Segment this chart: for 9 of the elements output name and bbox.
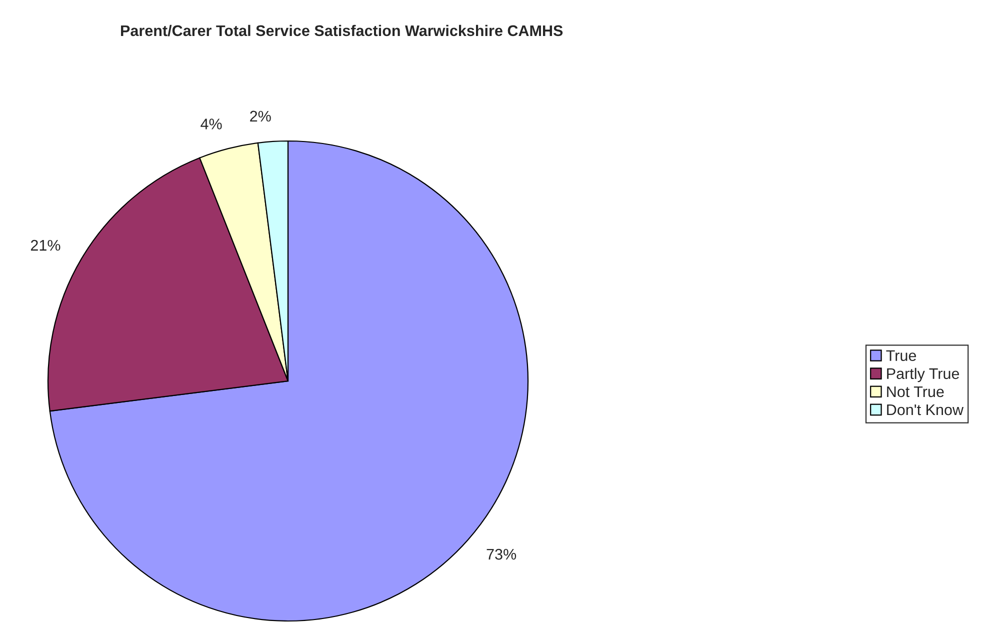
data-label: 21% — [30, 240, 60, 251]
data-label: 2% — [250, 110, 271, 122]
legend-label: Don't Know — [887, 404, 964, 416]
data-label: 4% — [200, 118, 222, 130]
legend-label: Not True — [887, 386, 944, 398]
legend-label: True — [886, 350, 916, 362]
legend-label: Partly True — [887, 368, 960, 382]
chart-title: Parent/Carer Total Service Satisfaction Warwickshire CAMHS — [121, 24, 563, 36]
data-label: 73% — [486, 548, 516, 560]
